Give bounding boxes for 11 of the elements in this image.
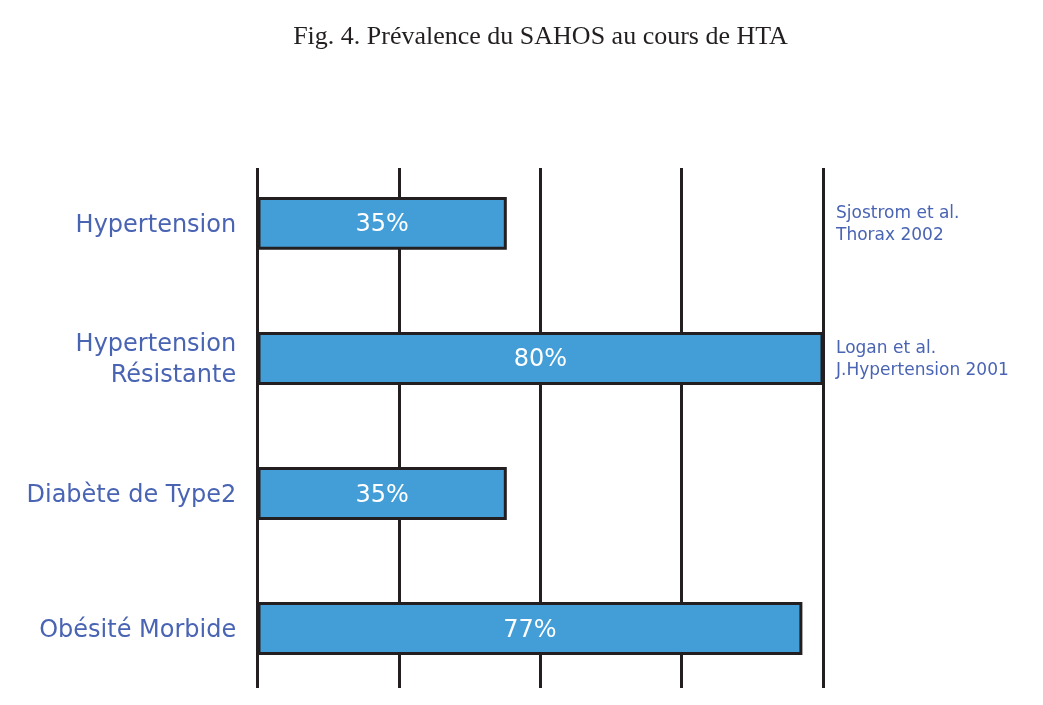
data-label: 35% [355,479,409,508]
text: Logan et al. J.Hypertension 2001 [835,337,1009,380]
data-label: 80% [513,344,568,373]
y-tick-label: Hypertension Résistante [75,329,237,389]
chart-title: Fig. 4. Prévalence du SAHOS au cours de HTA [293,21,789,51]
data-label: 35% [355,209,409,238]
text: Sjostrom et al. Thorax 2002 [835,202,960,245]
y-tick-label: Obésité Morbide [39,614,237,643]
y-tick-label: Hypertension [75,209,237,238]
y-tick-label: Diabète de Type2 [26,479,237,508]
data-label: 77% [503,614,557,643]
